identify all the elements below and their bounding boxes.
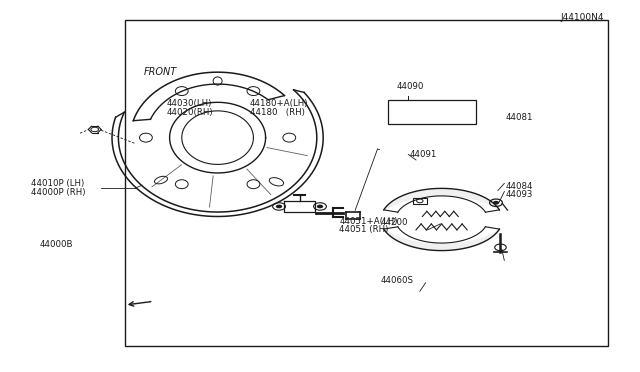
Text: 44020(RH): 44020(RH): [166, 108, 213, 117]
Text: 44000P (RH): 44000P (RH): [31, 188, 85, 197]
Text: FRONT: FRONT: [144, 67, 177, 77]
Text: 44051+A(LH): 44051+A(LH): [339, 217, 397, 225]
Text: 44010P (LH): 44010P (LH): [31, 179, 84, 188]
Bar: [125, 20, 608, 346]
Bar: [413, 198, 427, 204]
Bar: [388, 100, 476, 124]
Circle shape: [493, 201, 499, 205]
Text: 44093: 44093: [506, 190, 533, 199]
Text: J44100N4: J44100N4: [560, 13, 604, 22]
Text: 44180+A(LH): 44180+A(LH): [250, 99, 308, 108]
Text: 44030(LH): 44030(LH): [166, 99, 212, 108]
Circle shape: [317, 205, 323, 208]
Text: 44200: 44200: [381, 218, 408, 227]
Text: 44051 (RH): 44051 (RH): [339, 225, 388, 234]
Text: 44060S: 44060S: [381, 276, 414, 285]
Text: 44091: 44091: [410, 150, 437, 158]
Text: 44000B: 44000B: [40, 240, 73, 249]
Text: 44180   (RH): 44180 (RH): [250, 108, 305, 117]
Circle shape: [276, 205, 282, 208]
Text: 44081: 44081: [506, 113, 533, 122]
Text: 44084: 44084: [506, 182, 533, 191]
Text: 44090: 44090: [397, 82, 424, 91]
